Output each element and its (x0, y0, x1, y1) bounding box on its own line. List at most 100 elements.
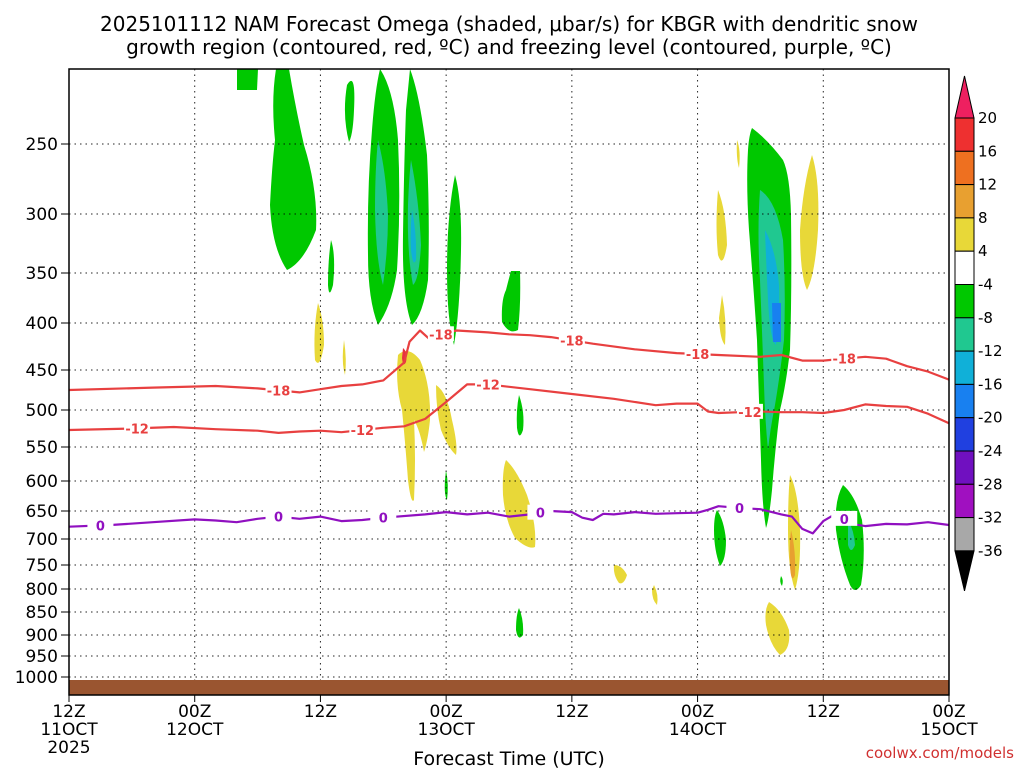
omega-shade-15 (342, 340, 346, 375)
y-tick-label-450: 450 (26, 361, 58, 381)
dgz-bottom-label-bg-3 (736, 403, 763, 419)
dgz-top-label-bg-1 (427, 326, 454, 342)
dgz-top-contour (68, 329, 950, 394)
colorbar-swatch-3 (954, 184, 975, 219)
x-tick-label-12-2: 12OCT (166, 720, 224, 740)
colorbar-swatch-11 (954, 450, 975, 485)
dgz-bottom-contour (68, 383, 950, 434)
dgz-bottom-label-bg-0 (124, 420, 151, 436)
x-tick-label-0-2: 11OCT (40, 720, 98, 740)
y-tick-label-250: 250 (26, 135, 58, 155)
omega-shade-21 (736, 140, 740, 168)
omega-shade-10 (501, 271, 521, 332)
y-tick-label-300: 300 (26, 205, 58, 225)
plot-frame (68, 68, 950, 696)
omega-shade-12 (444, 470, 448, 500)
dgz-top-label-bg-4 (831, 350, 858, 366)
omega-shade-22 (716, 190, 727, 261)
dgz-bottom-label-3: -12 (738, 406, 762, 421)
y-tick-label-950: 950 (26, 647, 58, 667)
dgz-top-label-3: -18 (686, 348, 710, 363)
freezing-level-label-4: 0 (735, 502, 744, 517)
x-tick-label-60-2: 14OCT (669, 720, 727, 740)
colorbar-label-13: -36 (978, 542, 1003, 560)
omega-shade-0 (237, 69, 258, 90)
colorbar-swatch-12 (954, 483, 975, 519)
terrain-ground (69, 680, 949, 695)
x-tick-label-36-1: 00Z (430, 702, 463, 722)
omega-shade-2 (344, 80, 355, 142)
colorbar-swatch-4 (954, 217, 975, 252)
y-axis-ticks: 250 300 350 400 450 500 550 600 650 700 750 800 850 9… (15, 135, 69, 688)
freezing-level-label-bg-5 (831, 510, 858, 526)
dgz-top-label-2: -18 (560, 334, 584, 349)
freezing-level-label-bg-0 (87, 517, 114, 533)
freezing-level-label-3: 0 (536, 507, 545, 522)
x-tick-label-48-1: 12Z (555, 702, 588, 722)
dgz-bottom-label-1: -12 (351, 424, 375, 439)
y-tick-label-650: 650 (26, 502, 58, 522)
freezing-level-label-bg-4 (726, 500, 753, 515)
colorbar-label-5: -4 (978, 276, 993, 294)
y-tick-label-600: 600 (26, 472, 58, 492)
omega-shade-19 (613, 565, 627, 584)
omega-shade-3 (328, 240, 335, 293)
omega-shade-7 (407, 160, 421, 285)
colorbar-swatch-10 (954, 417, 975, 452)
y-tick-label-800: 800 (26, 580, 58, 600)
omega-shade-35 (848, 520, 855, 550)
freezing-level-label-0: 0 (96, 519, 105, 534)
dgz-top-label-bg-2 (558, 332, 585, 348)
omega-shade-13 (516, 608, 524, 638)
x-tick-label-84-1: 00Z (932, 702, 965, 722)
omega-shade-16 (397, 351, 431, 501)
omega-shading (237, 69, 864, 655)
colorbar-label-4: 4 (978, 242, 988, 260)
omega-shade-32 (714, 510, 726, 566)
omega-shade-33 (780, 576, 783, 586)
omega-shade-20 (652, 585, 658, 605)
omega-shade-5 (375, 140, 388, 285)
dgz-top-label-4: -18 (832, 353, 856, 368)
y-tick-label-1000: 1000 (15, 668, 58, 688)
colorbar-label-0: 20 (978, 109, 997, 127)
y-tick-label-550: 550 (26, 438, 58, 458)
freezing-level-label-bg-2 (370, 509, 397, 525)
omega-shade-11 (516, 395, 524, 436)
freezing-level-label-1: 0 (274, 511, 283, 526)
credit-text: coolwx.com/models (866, 744, 1014, 762)
omega-shade-26 (789, 530, 796, 579)
omega-shade-17 (436, 385, 457, 455)
colorbar-label-7: -12 (978, 342, 1003, 360)
omega-shade-31 (772, 303, 781, 342)
omega-shade-27 (765, 602, 790, 655)
dgz-bottom-label-2: -12 (476, 378, 500, 393)
contour-lines: -18 -18 -18 -18 -18 -12 -12 -12 -12 0 0 0 0 0 0 (68, 326, 950, 535)
y-tick-label-900: 900 (26, 626, 58, 646)
x-tick-label-12-1: 00Z (178, 702, 211, 722)
colorbar-swatch-6 (954, 284, 975, 319)
colorbar-swatch-7 (954, 317, 975, 352)
colorbar-swatch-13 (954, 517, 975, 552)
freezing-level-label-bg-3 (527, 504, 554, 520)
colorbar-swatch-8 (954, 350, 975, 385)
x-axis-label: Forecast Time (UTC) (413, 748, 604, 768)
freezing-level-label-bg-1 (265, 508, 292, 524)
colorbar-label-8: -16 (978, 375, 1003, 393)
dgz-top-label-0: -18 (267, 384, 291, 399)
dgz-top-label-bg-0 (265, 382, 292, 398)
dgz-bottom-label-bg-2 (475, 376, 502, 392)
y-tick-label-700: 700 (26, 530, 58, 550)
freezing-level-label-5: 0 (840, 513, 849, 528)
y-tick-label-350: 350 (26, 264, 58, 284)
x-tick-label-24-1: 12Z (304, 702, 337, 722)
dgz-top-label-bg-3 (684, 346, 711, 362)
freezing-level-label-2: 0 (379, 512, 388, 527)
y-tick-label-400: 400 (26, 314, 58, 334)
grid-lines (68, 69, 950, 695)
dgz-top-label-1: -18 (429, 328, 453, 343)
omega-shade-8 (410, 210, 417, 263)
y-tick-label-750: 750 (26, 556, 58, 576)
